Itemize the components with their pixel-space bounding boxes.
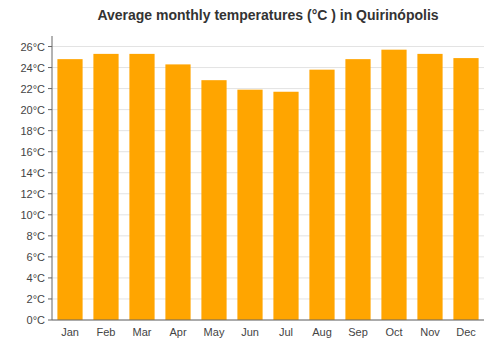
y-tick-label: 24°C bbox=[20, 62, 45, 74]
y-tick-label: 16°C bbox=[20, 146, 45, 158]
bar bbox=[201, 80, 226, 320]
bar bbox=[273, 92, 298, 320]
y-tick-label: 12°C bbox=[20, 188, 45, 200]
bar bbox=[453, 58, 478, 320]
bar bbox=[165, 64, 190, 320]
bar bbox=[309, 70, 334, 320]
y-tick-label: 6°C bbox=[27, 251, 46, 263]
y-axis-line bbox=[52, 36, 53, 320]
y-tick bbox=[48, 256, 52, 257]
y-tick bbox=[48, 130, 52, 131]
y-tick-label: 14°C bbox=[20, 167, 45, 179]
y-tick bbox=[48, 172, 52, 173]
y-axis: 0°C 2°C 4°C 6°C 8°C 10°C 12°C 14°C 16°C 18°C 20°C 2… bbox=[20, 36, 52, 326]
y-tick bbox=[48, 109, 52, 110]
x-tick-label: Jan bbox=[61, 326, 79, 338]
y-tick bbox=[48, 277, 52, 278]
bar bbox=[381, 50, 406, 320]
bar bbox=[237, 90, 262, 320]
y-tick bbox=[48, 46, 52, 47]
chart-container: Average monthly temperatures (°C ) in Qu… bbox=[0, 0, 500, 350]
y-tick-label: 10°C bbox=[20, 209, 45, 221]
y-tick-label: 18°C bbox=[20, 125, 45, 137]
bar bbox=[417, 54, 442, 320]
grid bbox=[52, 47, 484, 320]
x-tick-label: May bbox=[204, 326, 225, 338]
y-tick-label: 4°C bbox=[27, 272, 46, 284]
y-tick-label: 0°C bbox=[27, 314, 46, 326]
y-tick-label: 22°C bbox=[20, 83, 45, 95]
y-tick bbox=[48, 214, 52, 215]
x-tick-label: Feb bbox=[97, 326, 116, 338]
x-tick-label: Apr bbox=[169, 326, 186, 338]
y-tick bbox=[48, 67, 52, 68]
x-tick-label: Nov bbox=[420, 326, 440, 338]
grid-line bbox=[52, 46, 484, 47]
x-tick-label: Sep bbox=[348, 326, 368, 338]
y-tick-label: 2°C bbox=[27, 293, 46, 305]
y-tick bbox=[48, 88, 52, 89]
bar bbox=[57, 59, 82, 320]
y-tick bbox=[48, 298, 52, 299]
x-tick-label: Jun bbox=[241, 326, 259, 338]
y-tick-label: 26°C bbox=[20, 41, 45, 53]
x-tick-label: Mar bbox=[133, 326, 152, 338]
y-tick bbox=[48, 151, 52, 152]
x-tick-label: Oct bbox=[385, 326, 402, 338]
x-tick-label: Dec bbox=[456, 326, 476, 338]
chart-svg: Average monthly temperatures (°C ) in Qu… bbox=[0, 0, 500, 350]
bar bbox=[93, 54, 118, 320]
x-axis: Jan Feb Mar Apr May Jun Jul Aug Sep Oct Nov Dec bbox=[52, 320, 484, 338]
grid-line bbox=[52, 320, 484, 321]
bar bbox=[345, 59, 370, 320]
y-tick-label: 8°C bbox=[27, 230, 46, 242]
y-tick bbox=[48, 235, 52, 236]
x-axis-line bbox=[52, 320, 484, 321]
bar bbox=[129, 54, 154, 320]
x-tick-label: Jul bbox=[279, 326, 293, 338]
bars bbox=[57, 50, 478, 320]
y-tick bbox=[48, 320, 52, 321]
x-tick-label: Aug bbox=[312, 326, 332, 338]
chart-title: Average monthly temperatures (°C ) in Qu… bbox=[97, 7, 438, 23]
y-tick bbox=[48, 193, 52, 194]
y-tick-label: 20°C bbox=[20, 104, 45, 116]
